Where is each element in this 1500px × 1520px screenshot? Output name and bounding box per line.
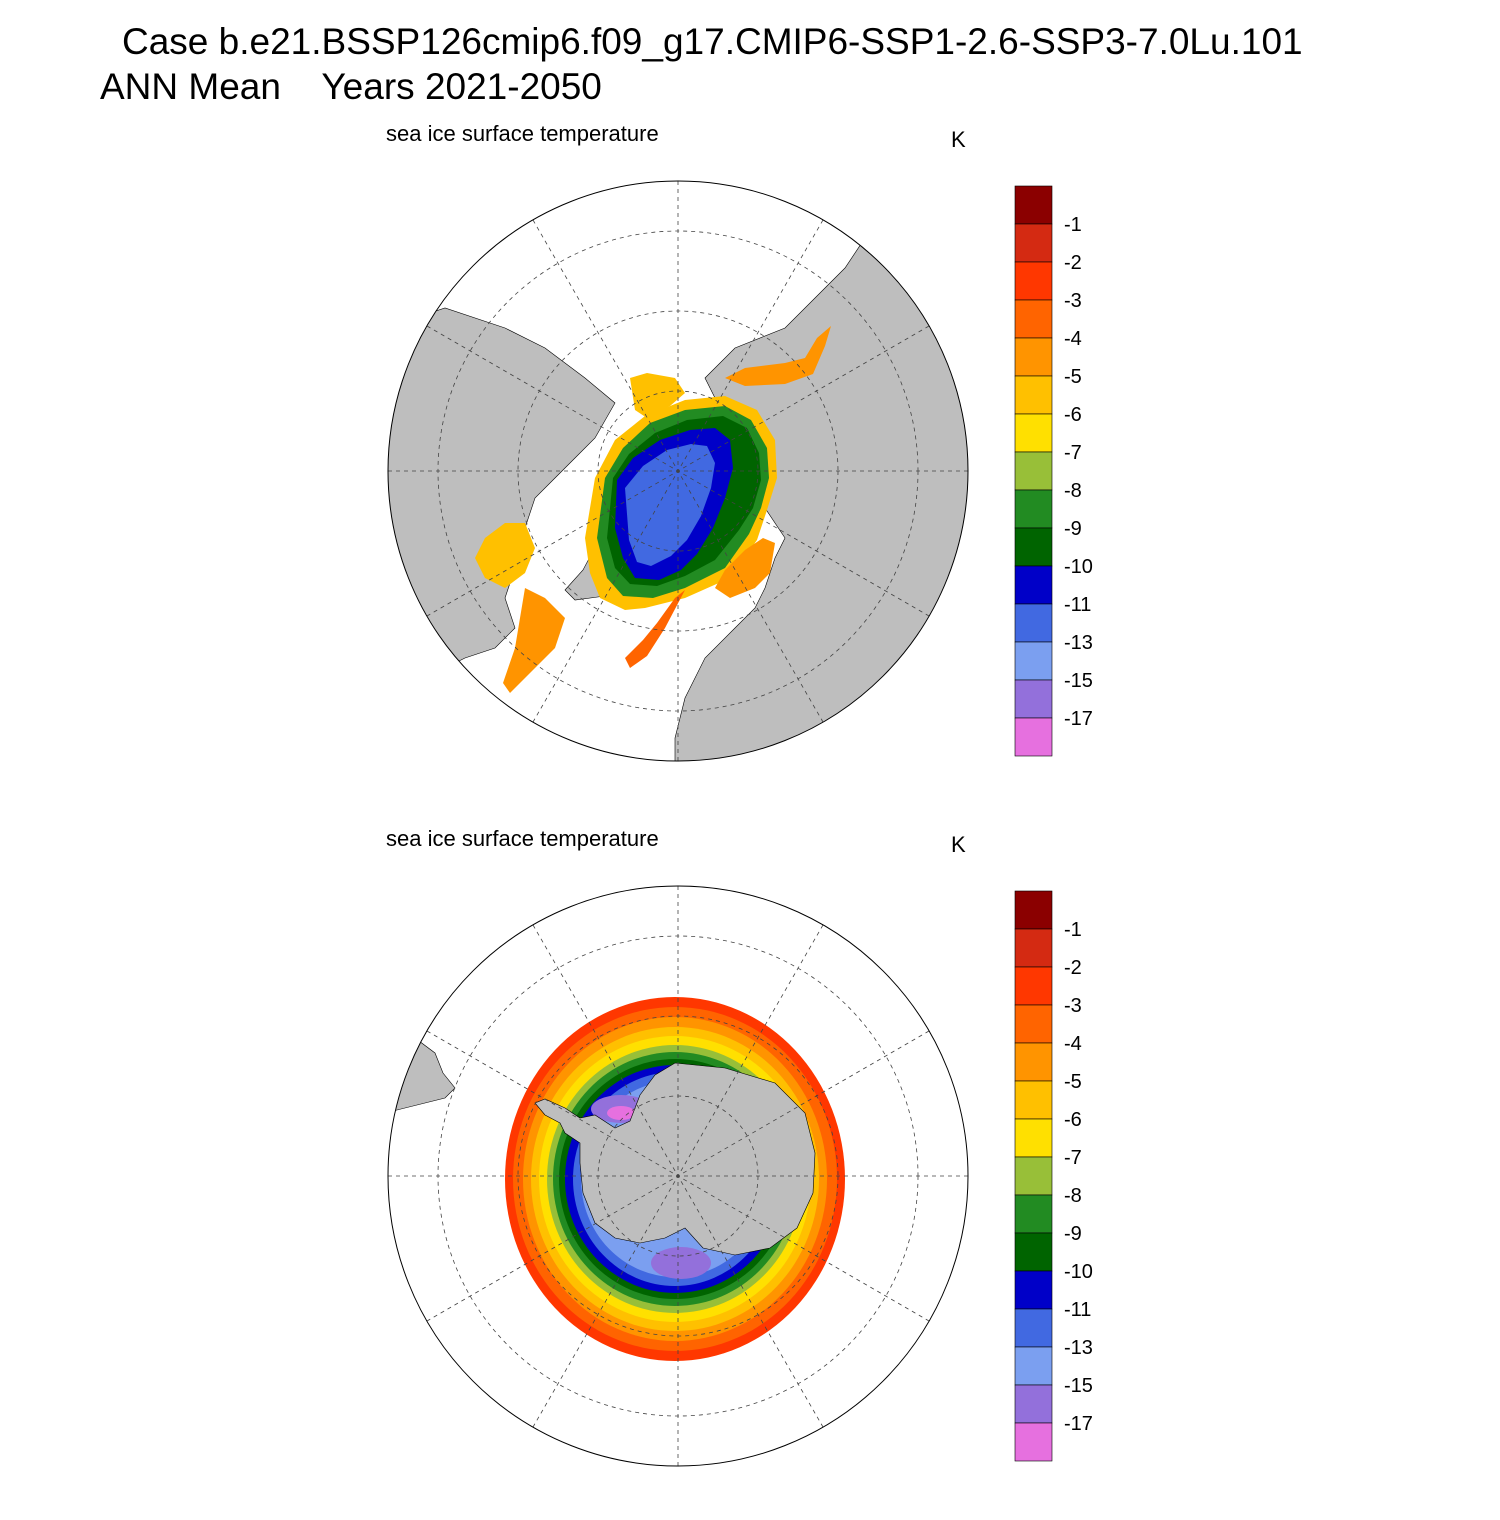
colorbar-label: -15 bbox=[1064, 1375, 1093, 1397]
colorbar-label: -1 bbox=[1064, 214, 1082, 236]
colorbar-swatch bbox=[1014, 527, 1053, 567]
period-title: ANN Mean Years 2021-2050 bbox=[100, 66, 602, 107]
south-colorbar: -1 -2 -3 -4 -5 -6 -7 -8 -9 -10 -11 -13 -15 -17 bbox=[1014, 890, 1093, 1462]
colorbar-swatch bbox=[1014, 679, 1053, 719]
colorbar-swatch bbox=[1014, 717, 1053, 757]
colorbar-swatch bbox=[1014, 185, 1053, 225]
colorbar-swatch bbox=[1014, 966, 1053, 1006]
colorbar-label: -6 bbox=[1064, 404, 1082, 426]
south-polar-map bbox=[387, 885, 969, 1467]
north-ice-blue-light bbox=[625, 444, 715, 566]
colorbar-label: -11 bbox=[1064, 594, 1091, 616]
colorbar-label: -7 bbox=[1064, 1147, 1082, 1169]
colorbar-swatch bbox=[1014, 337, 1053, 377]
north-panel-units: K bbox=[951, 127, 966, 152]
north-ice-okhotsk bbox=[725, 326, 831, 386]
north-panel: sea ice surface temperature K bbox=[0, 115, 1500, 815]
south-panel-title: sea ice surface temperature bbox=[386, 826, 659, 851]
north-colorbar: -1 -2 -3 -4 -5 -6 -7 -8 -9 -10 -11 -13 -15 -17 bbox=[1014, 185, 1093, 757]
colorbar-label: -15 bbox=[1064, 670, 1093, 692]
colorbar-swatch bbox=[1014, 261, 1053, 301]
north-panel-title: sea ice surface temperature bbox=[386, 121, 659, 146]
colorbar-swatch bbox=[1014, 1308, 1053, 1348]
colorbar-swatch bbox=[1014, 299, 1053, 339]
north-map-border bbox=[387, 180, 969, 762]
colorbar-swatch bbox=[1014, 451, 1053, 491]
north-graticule bbox=[388, 181, 968, 761]
north-ice-barents bbox=[715, 538, 775, 598]
colorbar-label: -13 bbox=[1064, 632, 1093, 654]
north-ice-labrador bbox=[503, 588, 565, 693]
colorbar-label: -2 bbox=[1064, 957, 1082, 979]
north-ice-hudson bbox=[475, 523, 535, 588]
colorbar-label: -4 bbox=[1064, 1033, 1082, 1055]
colorbar-swatch bbox=[1014, 565, 1053, 605]
colorbar-swatch bbox=[1014, 928, 1053, 968]
colorbar-swatch bbox=[1014, 223, 1053, 263]
colorbar-swatch bbox=[1014, 641, 1053, 681]
colorbar-swatch bbox=[1014, 413, 1053, 453]
north-land-america bbox=[388, 307, 616, 699]
colorbar-label: -5 bbox=[1064, 1071, 1082, 1093]
colorbar-swatch bbox=[1014, 489, 1053, 529]
south-graticule bbox=[388, 886, 968, 1466]
colorbar-label: -10 bbox=[1064, 1261, 1093, 1283]
south-panel: sea ice surface temperature K bbox=[0, 820, 1500, 1520]
colorbar-label: -13 bbox=[1064, 1337, 1093, 1359]
colorbar-swatch bbox=[1014, 1384, 1053, 1424]
colorbar-swatch bbox=[1014, 1422, 1053, 1462]
colorbar-label: -8 bbox=[1064, 1185, 1082, 1207]
south-land-antarctica bbox=[534, 1062, 816, 1256]
colorbar-swatch bbox=[1014, 890, 1053, 930]
south-panel-units: K bbox=[951, 832, 966, 857]
colorbar-swatch bbox=[1014, 1080, 1053, 1120]
colorbar-swatch bbox=[1014, 1232, 1053, 1272]
colorbar-swatch bbox=[1014, 1346, 1053, 1386]
north-polar-map bbox=[387, 180, 969, 762]
colorbar-swatch bbox=[1014, 1118, 1053, 1158]
colorbar-swatch bbox=[1014, 1194, 1053, 1234]
colorbar-swatch bbox=[1014, 603, 1053, 643]
colorbar-swatch bbox=[1014, 1004, 1053, 1044]
colorbar-label: -4 bbox=[1064, 328, 1082, 350]
colorbar-swatch bbox=[1014, 1270, 1053, 1310]
colorbar-label: -5 bbox=[1064, 366, 1082, 388]
colorbar-label: -8 bbox=[1064, 480, 1082, 502]
colorbar-label: -7 bbox=[1064, 442, 1082, 464]
colorbar-label: -3 bbox=[1064, 995, 1082, 1017]
colorbar-label: -3 bbox=[1064, 290, 1082, 312]
south-map-border bbox=[387, 885, 969, 1467]
colorbar-label: -17 bbox=[1064, 1413, 1093, 1435]
colorbar-label: -1 bbox=[1064, 919, 1082, 941]
north-ice-bering bbox=[630, 373, 685, 418]
colorbar-label: -2 bbox=[1064, 252, 1082, 274]
colorbar-label: -9 bbox=[1064, 1223, 1082, 1245]
colorbar-swatch bbox=[1014, 375, 1053, 415]
colorbar-label: -11 bbox=[1064, 1299, 1091, 1321]
colorbar-swatch bbox=[1014, 1042, 1053, 1082]
colorbar-swatch bbox=[1014, 1156, 1053, 1196]
colorbar-label: -6 bbox=[1064, 1109, 1082, 1131]
case-title: Case b.e21.BSSP126cmip6.f09_g17.CMIP6-SS… bbox=[122, 21, 1303, 62]
colorbar-label: -10 bbox=[1064, 556, 1093, 578]
colorbar-label: -9 bbox=[1064, 518, 1082, 540]
colorbar-label: -17 bbox=[1064, 708, 1093, 730]
